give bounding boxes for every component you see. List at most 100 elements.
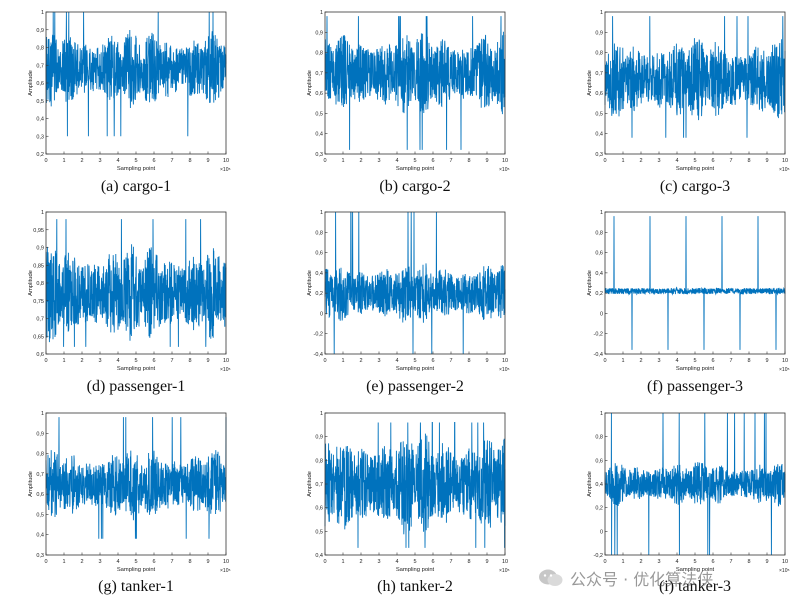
y-tick-label: 0,75 [33,299,44,305]
series-line-b [324,16,506,150]
x-tick-label: 9 [485,158,488,164]
caption-d: (d) passenger-1 [86,378,186,395]
x-tick-label: 3 [98,358,101,364]
y-tick-label: 0,3 [36,553,44,559]
y-tick-label: 0,9 [36,431,44,437]
y-axis-label: Amplitude [28,270,34,296]
caption-c: (c) cargo-3 [659,178,731,195]
x-tick-label: 4 [116,158,119,164]
y-tick-label: 0,6 [315,91,323,97]
wechat-icon [539,569,563,586]
y-tick-label: 0,6 [315,506,323,512]
x-tick-label: 9 [765,358,768,364]
x-tick-label: 1 [341,559,344,565]
x-tick-label: 10 [223,358,229,364]
x-exponent-label: ×10⁵ [499,367,510,373]
y-tick-label: 0,9 [595,30,603,36]
y-tick-label: 0,8 [315,458,323,464]
x-tick-label: 7 [170,358,173,364]
y-tick-label: 0,8 [595,51,603,57]
y-tick-label: 1 [600,411,603,417]
x-axis-label: Sampling point [117,366,156,372]
y-axis-label: Amplitude [28,471,34,497]
x-tick-label: 6 [152,559,155,565]
y-tick-label: 0,2 [595,291,603,297]
y-tick-label: 0,7 [315,482,323,488]
y-tick-label: 0,5 [595,111,603,117]
y-tick-label: 0,4 [315,553,323,559]
y-tick-label: 0,95 [33,228,44,234]
y-tick-label: 0,8 [595,230,603,236]
x-tick-label: 5 [693,158,696,164]
y-tick-label: 0,6 [36,81,44,87]
x-tick-label: 4 [395,559,398,565]
x-tick-label: 2 [80,358,83,364]
axes-box-g [45,412,227,556]
y-tick-label: 0,7 [36,472,44,478]
x-tick-label: 9 [206,559,209,565]
caption-e: (e) passenger-2 [366,378,464,395]
series-line-a [45,11,227,137]
x-tick-label: 7 [449,358,452,364]
x-tick-label: 9 [485,559,488,565]
caption-b: (b) cargo-2 [379,178,451,195]
y-tick-label: 0,65 [33,334,44,340]
x-tick-label: 6 [152,358,155,364]
x-tick-label: 10 [223,158,229,164]
y-axis-label: Amplitude [587,471,593,497]
x-tick-label: 0 [323,559,326,565]
axes-box-i [604,412,786,556]
x-tick-label: 1 [341,358,344,364]
y-tick-label: 1 [320,411,323,417]
y-tick-label: 0,9 [36,28,44,34]
y-tick-label: 0,4 [595,271,603,277]
x-tick-label: 2 [639,358,642,364]
x-tick-label: 8 [747,158,750,164]
y-tick-label: 0,8 [36,46,44,52]
x-axis-label: Sampling point [396,366,435,372]
y-tick-label: 0,4 [315,271,323,277]
x-tick-label: 2 [359,559,362,565]
x-tick-label: 7 [729,358,732,364]
caption-f: (f) passenger-3 [646,378,744,395]
x-tick-label: 4 [116,358,119,364]
x-tick-label: 10 [782,158,788,164]
x-tick-label: 5 [413,559,416,565]
x-tick-label: 4 [395,158,398,164]
series-line-c [604,16,786,138]
y-tick-label: 0,4 [595,482,603,488]
x-tick-label: 3 [657,158,660,164]
x-tick-label: 8 [188,158,191,164]
x-tick-label: 2 [639,158,642,164]
x-tick-label: 9 [765,559,768,565]
y-tick-label: 0 [320,311,323,317]
x-tick-label: 5 [693,559,696,565]
y-tick-label: 1 [320,210,323,216]
x-tick-label: 6 [152,158,155,164]
x-tick-label: 10 [782,559,788,565]
axes-box-d [45,211,227,355]
caption-a: (a) cargo-1 [100,178,172,195]
x-axis-label: Sampling point [117,567,156,573]
x-tick-label: 9 [206,158,209,164]
x-exponent-label: ×10⁵ [779,367,790,373]
x-tick-label: 1 [62,158,65,164]
x-tick-label: 5 [134,559,137,565]
y-tick-label: 0,9 [315,435,323,441]
y-tick-label: -0,4 [314,352,323,358]
x-tick-label: 1 [621,158,624,164]
y-axis-label: Amplitude [307,270,313,296]
x-exponent-label: ×10⁵ [499,568,510,574]
y-tick-label: 1 [600,210,603,216]
x-tick-label: 2 [359,358,362,364]
axes-box-f [604,211,786,355]
x-tick-label: 0 [44,559,47,565]
x-axis-label: Sampling point [676,166,715,172]
y-tick-label: 0,2 [315,291,323,297]
x-tick-label: 6 [431,559,434,565]
